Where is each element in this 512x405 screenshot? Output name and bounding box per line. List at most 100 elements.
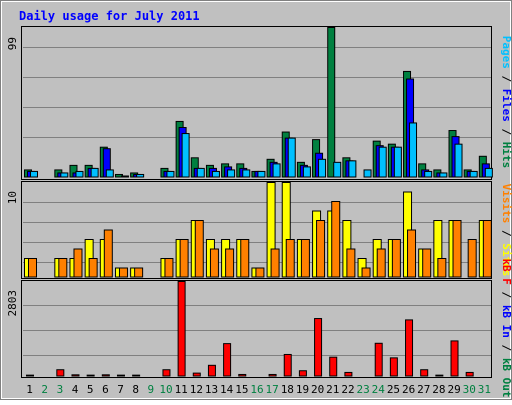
x-tick-label: 2 — [41, 383, 48, 396]
sites-bar — [452, 220, 462, 278]
legend-entry: Hits — [500, 142, 512, 169]
kbytes-bar — [268, 373, 277, 377]
gridlines — [23, 47, 491, 356]
pages-bar — [393, 146, 402, 178]
kbytes-bar — [162, 369, 171, 377]
pages-bar — [166, 170, 175, 178]
kbytes-bar — [389, 357, 398, 377]
legend-middle: Visits / Sites — [500, 184, 512, 277]
legend-entry: Visits — [500, 184, 512, 224]
kbytes-bar — [116, 374, 125, 377]
pages-bar — [272, 163, 281, 178]
pages-bar — [30, 170, 38, 178]
pages-bar — [136, 173, 145, 178]
x-tick-label: 30 — [463, 383, 476, 396]
x-tick-label: 12 — [190, 383, 203, 396]
hits-bar — [327, 27, 336, 178]
x-tick-label: 14 — [220, 383, 234, 396]
legend-top: Pages / Files / Hits — [500, 36, 512, 169]
kbytes-bar — [405, 319, 414, 377]
pages-bar — [318, 158, 327, 178]
kbytes-bar — [450, 340, 459, 377]
kbytes-bar — [435, 374, 444, 377]
bars — [24, 27, 493, 377]
kbytes-bar — [207, 364, 216, 377]
middle-ymax-label: 10 — [6, 191, 19, 204]
kbytes-bar — [420, 369, 429, 377]
sites-bar — [270, 248, 280, 278]
sites-bar — [346, 248, 356, 278]
kbytes-bar — [329, 356, 338, 377]
x-tick-label: 10 — [159, 383, 172, 396]
sites-bar — [209, 248, 219, 278]
x-tick-label: 27 — [417, 383, 430, 396]
x-tick-label: 24 — [372, 383, 386, 396]
x-tick-label: 13 — [205, 383, 218, 396]
legend-entry: Pages — [500, 36, 512, 69]
top-panel — [21, 26, 492, 180]
x-tick-label: 7 — [117, 383, 124, 396]
pages-bar — [181, 133, 190, 178]
pages-bar — [242, 169, 251, 178]
pages-bar — [424, 170, 433, 178]
pages-bar — [469, 170, 478, 178]
pages-bar — [257, 170, 266, 178]
x-tick-label: 28 — [432, 383, 445, 396]
x-tick-label: 26 — [402, 383, 415, 396]
x-tick-label: 8 — [132, 383, 139, 396]
pages-bar — [60, 172, 69, 178]
x-tick-label: 25 — [387, 383, 400, 396]
x-tick-label: 6 — [102, 383, 109, 396]
legend-entry: kB F — [500, 258, 512, 285]
legend-entry: kB Out — [500, 358, 512, 398]
sites-bar — [194, 220, 204, 278]
pages-bar — [287, 137, 296, 178]
legend-entry: Sites — [500, 243, 512, 276]
sites-bar — [240, 239, 250, 278]
kbytes-bar — [56, 369, 65, 377]
x-tick-label: 19 — [296, 383, 309, 396]
sites-bar — [58, 258, 68, 278]
pages-bar — [105, 169, 114, 178]
sites-bar — [164, 258, 174, 278]
x-tick-label: 23 — [357, 383, 370, 396]
sites-bar — [88, 258, 98, 278]
sites-bar — [422, 248, 432, 278]
x-tick-label: 3 — [57, 383, 64, 396]
pages-bar — [75, 170, 84, 178]
x-tick-label: 17 — [266, 383, 279, 396]
legend-entry: Files — [500, 89, 512, 122]
kbytes-bar — [192, 372, 201, 377]
sites-bar — [225, 248, 235, 278]
sites-bar — [28, 258, 37, 278]
sites-bar — [134, 267, 144, 278]
legend-entry: kB In — [500, 305, 512, 338]
sites-bar — [467, 239, 477, 278]
x-tick-label: 9 — [148, 383, 155, 396]
kbytes-bar — [101, 374, 110, 377]
kbytes-bar — [298, 370, 307, 377]
kbytes-bar — [314, 318, 323, 377]
kbytes-bar — [86, 374, 95, 377]
x-tick-label: 29 — [447, 383, 460, 396]
pages-bar — [409, 122, 418, 178]
pages-bar — [454, 143, 463, 178]
x-tick-label: 16 — [250, 383, 263, 396]
sites-bar — [118, 267, 128, 278]
pages-bar — [196, 167, 205, 178]
x-tick-label: 20 — [311, 383, 324, 396]
sites-bar — [300, 239, 310, 278]
x-tick-label: 1 — [26, 383, 33, 396]
pages-bar — [120, 175, 129, 178]
kbytes-bar — [132, 374, 141, 377]
pages-bar — [363, 169, 372, 178]
sites-bar — [482, 220, 492, 278]
x-tick-label: 15 — [235, 383, 248, 396]
x-tick-label: 22 — [341, 383, 354, 396]
sites-bar — [316, 220, 326, 278]
pages-bar — [227, 169, 236, 178]
pages-bar — [378, 146, 387, 178]
